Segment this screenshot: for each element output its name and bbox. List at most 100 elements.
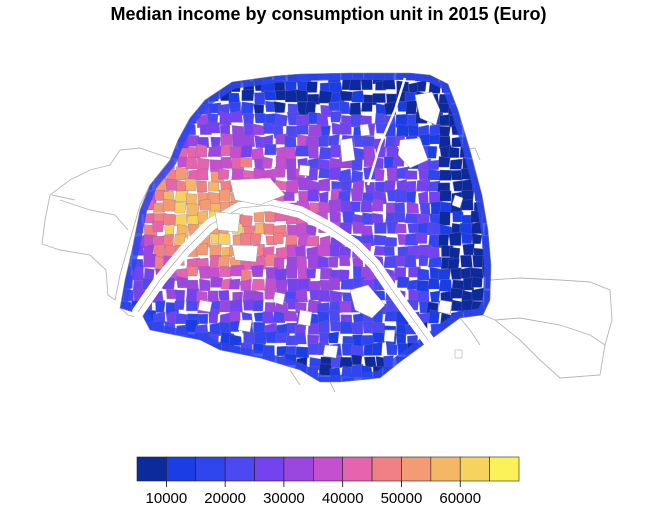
unpopulated-area xyxy=(454,349,463,359)
district-cell xyxy=(352,334,364,347)
district-cell xyxy=(295,346,310,358)
legend-tick-label: 30000 xyxy=(263,490,305,507)
district-cell xyxy=(273,101,286,113)
district-cell xyxy=(272,311,286,323)
district-cell xyxy=(262,156,273,169)
district-cell xyxy=(229,278,241,290)
district-cell xyxy=(196,168,209,181)
unpopulated-area xyxy=(397,137,429,169)
unpopulated-area xyxy=(229,177,286,206)
unpopulated-area xyxy=(437,299,453,315)
district-cell xyxy=(462,243,475,256)
district-cell xyxy=(264,143,277,155)
district-cell xyxy=(239,157,252,168)
district-cell xyxy=(371,199,384,212)
district-cell xyxy=(351,321,364,335)
unpopulated-area xyxy=(383,329,396,343)
district-cell xyxy=(196,180,208,193)
district-cell xyxy=(394,202,406,215)
district-cell xyxy=(174,299,185,310)
district-cell xyxy=(174,201,187,214)
legend-box xyxy=(254,456,285,482)
district-cell xyxy=(295,288,308,303)
district-cell xyxy=(328,276,341,291)
district-cell xyxy=(306,268,317,279)
district-cell xyxy=(186,300,199,312)
district-cell xyxy=(406,201,419,214)
district-cell xyxy=(439,145,452,159)
district-cell xyxy=(251,264,264,277)
district-cell xyxy=(229,320,240,332)
district-cell xyxy=(285,179,299,194)
district-cell xyxy=(317,255,330,268)
district-cell xyxy=(428,309,440,324)
district-cell xyxy=(384,101,397,115)
district-cell xyxy=(197,157,210,171)
district-cell xyxy=(405,170,418,180)
district-cell xyxy=(384,236,397,247)
district-cell xyxy=(184,178,197,191)
district-cell xyxy=(339,122,352,135)
district-cell xyxy=(394,223,407,234)
district-cell xyxy=(460,199,474,211)
unpopulated-area xyxy=(237,319,253,333)
district-cell xyxy=(372,341,383,356)
district-cell xyxy=(471,276,483,288)
district-cell xyxy=(306,224,317,236)
district-cell xyxy=(427,146,438,159)
district-cell xyxy=(152,202,167,213)
district-cell xyxy=(330,356,343,368)
district-cell xyxy=(361,212,374,225)
district-cell xyxy=(418,254,429,267)
district-cell xyxy=(286,264,298,279)
district-cell xyxy=(219,265,232,277)
district-cell xyxy=(165,178,177,191)
district-cell xyxy=(469,267,484,279)
legend-box xyxy=(401,456,432,482)
district-cell xyxy=(450,170,464,181)
railway-line xyxy=(366,77,407,186)
unpopulated-area xyxy=(297,309,313,327)
district-cell xyxy=(241,268,252,282)
district-cell xyxy=(328,310,341,322)
district-cell xyxy=(295,123,309,135)
district-cell xyxy=(218,168,230,180)
legend-box xyxy=(224,456,255,482)
paris-outline xyxy=(119,72,492,383)
district-cell xyxy=(416,232,428,244)
district-cell xyxy=(460,231,473,244)
district-cell xyxy=(350,344,364,357)
legend-box xyxy=(313,456,343,482)
district-cell xyxy=(186,265,199,277)
district-cell xyxy=(252,299,264,312)
legend-box xyxy=(342,456,373,482)
unpopulated-area xyxy=(272,291,286,306)
district-cell xyxy=(254,331,267,345)
district-cell xyxy=(460,254,473,268)
district-cell xyxy=(439,169,452,181)
district-cell xyxy=(195,143,207,158)
district-cell xyxy=(382,246,395,256)
district-cell xyxy=(406,191,417,204)
district-cell xyxy=(252,123,265,136)
district-cell xyxy=(374,222,387,234)
district-cell xyxy=(439,211,451,226)
district-cell xyxy=(374,181,386,193)
district-cell xyxy=(386,342,398,356)
district-cell xyxy=(372,93,386,103)
unpopulated-areas xyxy=(197,77,464,359)
district-cell xyxy=(372,332,385,343)
district-cell xyxy=(350,201,361,212)
district-cell xyxy=(404,232,419,246)
legend-box xyxy=(283,456,314,482)
unpopulated-area xyxy=(322,344,339,359)
district-cell xyxy=(218,188,231,202)
district-cell xyxy=(243,122,255,137)
district-cell xyxy=(240,232,253,246)
district-cell xyxy=(206,122,221,134)
district-cell xyxy=(330,110,342,123)
district-cell xyxy=(228,110,243,123)
district-cell xyxy=(427,159,440,170)
